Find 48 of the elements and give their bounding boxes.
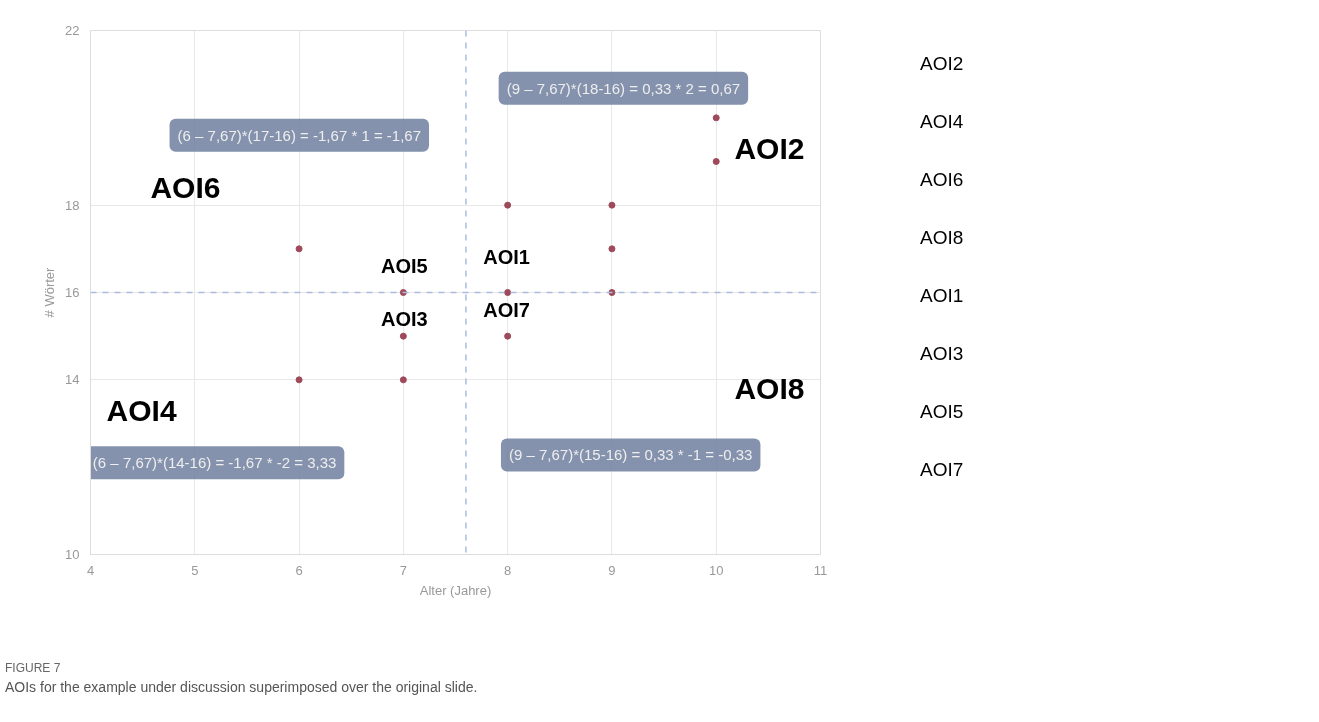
- point: [608, 245, 616, 253]
- text: AOI7: [920, 458, 964, 482]
- text: AOI1: [920, 284, 964, 308]
- annotation: AOI3: [381, 307, 428, 330]
- annotation: AOI5: [381, 255, 428, 278]
- annotation: AOI1: [483, 246, 530, 269]
- text: AOI5: [920, 400, 964, 424]
- text: FIGURE 7: [5, 660, 62, 677]
- annotation: (6 – 7,67)*(14-16) = -1,67 * -2 = 3,33: [92, 454, 337, 472]
- point: [504, 332, 512, 340]
- x-tick-label: 11: [813, 562, 828, 578]
- y-tick-label: 14: [65, 372, 80, 388]
- text: AOI2: [920, 52, 964, 76]
- annotation: (9 – 7,67)*(18-16) = 0,33 * 2 = 0,67: [506, 79, 741, 97]
- y-tick-label: 18: [65, 197, 80, 213]
- x-tick-label: 6: [295, 562, 303, 578]
- text: AOI3: [920, 342, 964, 366]
- point: [504, 201, 512, 209]
- y-tick-label: 22: [65, 23, 80, 38]
- annotation: (9 – 7,67)*(15-16) = 0,33 * -1 = -0,33: [508, 446, 753, 464]
- text: AOI6: [920, 168, 964, 192]
- point: [295, 245, 303, 253]
- point: [712, 158, 720, 165]
- x-tick-label: 9: [608, 562, 616, 578]
- x-tick-label: 10: [708, 562, 724, 578]
- x-tick-label: 8: [504, 562, 512, 578]
- point: [608, 201, 616, 209]
- x-axis-title: Alter (Jahre): [419, 582, 492, 598]
- x-tick-label: 7: [399, 562, 407, 578]
- x-tick-label: 4: [86, 562, 95, 578]
- annotation: AOI8: [734, 371, 805, 405]
- point: [504, 289, 512, 296]
- point: [399, 332, 407, 340]
- text: AOI4: [920, 110, 964, 134]
- y-tick-label: 10: [65, 547, 80, 562]
- annotation: AOI4: [106, 393, 177, 427]
- y-axis-title: # Wörter: [42, 266, 58, 318]
- point: [712, 114, 720, 122]
- annotation: (6 – 7,67)*(17-16) = -1,67 * 1 = -1,67: [177, 126, 422, 144]
- annotation: AOI7: [483, 298, 530, 321]
- y-tick-label: 16: [65, 285, 80, 300]
- annotation: AOI6: [150, 171, 221, 205]
- point: [295, 376, 303, 384]
- annotation: AOI2: [734, 131, 805, 165]
- point: [399, 376, 407, 384]
- text: AOI8: [920, 226, 964, 250]
- text: AOIs for the example under discussion superimposed over the original slide.: [5, 678, 478, 698]
- x-tick-label: 5: [191, 562, 199, 578]
